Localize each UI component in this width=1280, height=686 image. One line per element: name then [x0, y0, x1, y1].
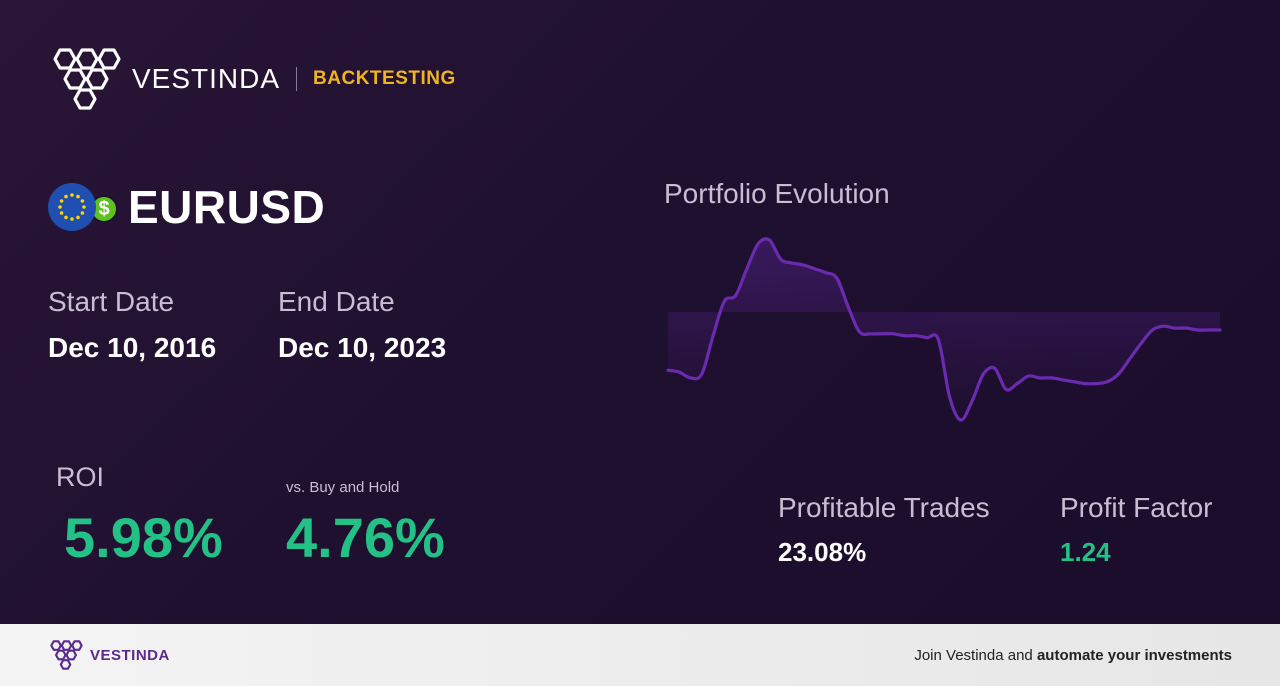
end-date-label: End Date	[278, 286, 395, 317]
footer-cta-prefix: Join Vestinda and	[914, 646, 1037, 664]
profitable-trades-label: Profitable Trades	[778, 492, 990, 523]
profit-factor-value: 1.24	[1060, 537, 1111, 567]
asset-title: $ EURUSD	[48, 180, 325, 234]
start-date-value: Dec 10, 2016	[48, 332, 217, 363]
asset-symbol: EURUSD	[128, 181, 326, 233]
start-date-label: Start Date	[48, 286, 175, 317]
section-tag: BACKTESTING	[313, 68, 456, 89]
footer-brand-name: VESTINDA	[90, 646, 170, 664]
end-date-value: Dec 10, 2023	[278, 332, 447, 363]
footer-cta[interactable]: Join Vestinda and automate your investme…	[914, 647, 1232, 664]
profitable-trades-value: 23.08%	[778, 537, 867, 567]
footer-brand[interactable]: VESTINDA	[48, 639, 170, 671]
portfolio-area	[668, 238, 1220, 421]
buy-hold-label: vs. Buy and Hold	[286, 479, 400, 496]
roi-value: 5.98%	[64, 506, 223, 569]
backtest-card: VESTINDA BACKTESTING $ EURUSD Start Date…	[0, 0, 1280, 624]
portfolio-chart	[666, 237, 1222, 422]
end-date-block: End Date Dec 10, 2023	[278, 286, 446, 364]
portfolio-line	[666, 237, 1222, 422]
vestinda-logo-icon	[53, 48, 121, 110]
footer: VESTINDA Join Vestinda and automate your…	[0, 624, 1280, 686]
eu-flag-icon	[48, 183, 96, 231]
chart-title: Portfolio Evolution	[664, 178, 890, 209]
start-date-block: Start Date Dec 10, 2016	[48, 286, 216, 364]
buy-hold-value: 4.76%	[286, 506, 445, 569]
header: VESTINDA BACKTESTING	[48, 46, 456, 112]
header-divider	[296, 67, 298, 91]
profit-factor-label: Profit Factor	[1060, 492, 1213, 523]
brand-name: VESTINDA	[132, 63, 281, 94]
footer-cta-bold: automate your investments	[1036, 646, 1232, 664]
vestinda-logo-icon	[50, 640, 83, 670]
roi-label: ROI	[56, 462, 105, 492]
